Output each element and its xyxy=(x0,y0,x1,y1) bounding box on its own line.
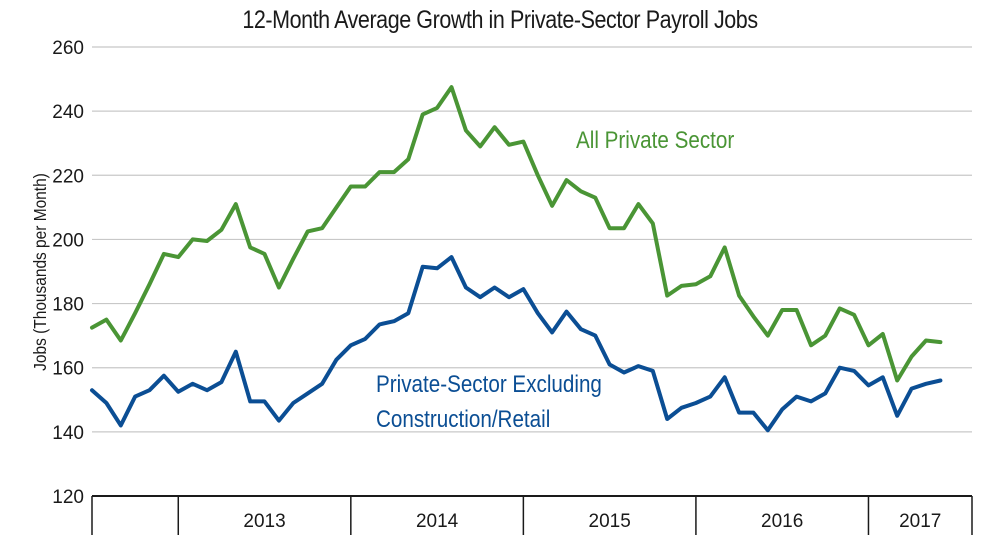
y-tick-label-260: 260 xyxy=(52,38,84,59)
y-tick-label-160: 160 xyxy=(52,359,84,380)
y-tick-label-200: 200 xyxy=(52,230,84,251)
chart-title: 12-Month Average Growth in Private-Secto… xyxy=(242,6,758,34)
x-tick-label-2017: 2017 xyxy=(899,511,941,532)
y-tick-label-140: 140 xyxy=(52,423,84,444)
series-label-excl-line2: Construction/Retail xyxy=(376,406,550,433)
series-label-all-private: All Private Sector xyxy=(576,127,735,154)
x-tick-label-2014: 2014 xyxy=(416,511,459,532)
series-lines xyxy=(90,85,943,433)
x-tick-labels: 2013 2014 2015 2016 2017 xyxy=(243,511,941,532)
y-tick-label-120: 120 xyxy=(52,487,84,508)
x-tick-label-2013: 2013 xyxy=(243,511,285,532)
y-tick-label-180: 180 xyxy=(52,295,84,316)
series-line-0 xyxy=(90,85,943,383)
x-tick-label-2016: 2016 xyxy=(761,511,803,532)
series-label-excl-line1: Private-Sector Excluding xyxy=(376,371,602,398)
y-tick-label-240: 240 xyxy=(52,102,84,123)
y-tick-labels: 120 140 160 180 200 220 240 260 xyxy=(52,38,84,508)
x-tick-label-2015: 2015 xyxy=(589,511,631,532)
series-line-1 xyxy=(90,255,943,433)
y-axis-label: Jobs (Thousands per Month) xyxy=(30,173,50,371)
axes xyxy=(91,495,973,535)
y-tick-label-220: 220 xyxy=(52,166,84,187)
